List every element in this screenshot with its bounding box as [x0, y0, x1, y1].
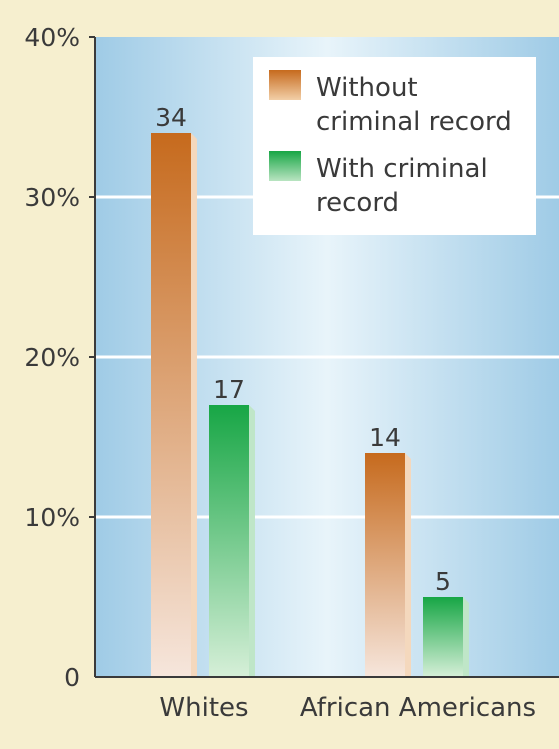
- legend: Without criminal record With criminal recor…: [253, 57, 536, 235]
- bar: [209, 405, 249, 677]
- y-tick-label: 10%: [24, 503, 80, 532]
- y-axis-ticks: 0 10% 20% 30% 40%: [24, 23, 95, 692]
- bar-side: [405, 453, 411, 677]
- y-tick-label: 30%: [24, 183, 80, 212]
- y-tick-label: 0: [64, 663, 80, 692]
- legend-swatch: [269, 70, 301, 100]
- y-tick-label: 20%: [24, 343, 80, 372]
- bar-side: [463, 597, 469, 677]
- bar: [365, 453, 405, 677]
- legend-label: Without: [316, 73, 418, 103]
- legend-label: criminal record: [316, 107, 512, 137]
- bar-value-label: 14: [369, 423, 401, 452]
- legend-swatch: [269, 151, 301, 181]
- legend-label: record: [316, 188, 399, 218]
- legend-label: With criminal: [316, 154, 488, 184]
- bar-side: [249, 405, 255, 677]
- x-category-label: African Americans: [300, 693, 536, 723]
- bar: [423, 597, 463, 677]
- x-axis-labels: Whites African Americans: [159, 693, 536, 723]
- bar-value-label: 34: [155, 103, 187, 132]
- bar: [151, 133, 191, 677]
- bar-side: [191, 133, 197, 677]
- bars: 34 17 14 5: [151, 103, 469, 677]
- x-category-label: Whites: [159, 693, 248, 723]
- bar-value-label: 5: [435, 567, 451, 596]
- y-tick-label: 40%: [24, 23, 80, 52]
- bar-value-label: 17: [213, 375, 245, 404]
